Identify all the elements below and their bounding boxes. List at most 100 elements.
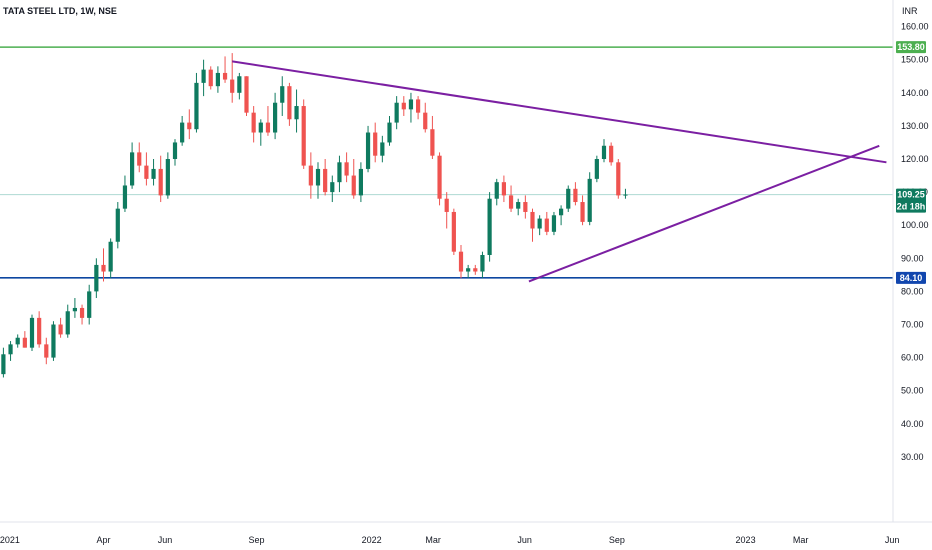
candle-body [380,142,385,156]
y-tick-label: 40.00 [901,419,924,429]
resistance-badge-label: 153.80 [897,42,925,52]
candle [273,92,278,140]
candle [65,304,70,338]
candle [208,66,213,90]
candle [187,109,192,140]
candle-body [265,122,271,133]
x-tick-label: Mar [425,535,441,545]
candle-body [130,152,135,186]
trendline-lower[interactable] [528,144,880,283]
candle-body [22,337,27,348]
candle [358,162,363,203]
candle-body [344,162,349,176]
candle [22,331,27,348]
candle-body [187,122,192,130]
candle [180,115,185,146]
candle [122,175,128,212]
candle-body [208,69,213,87]
x-tick-label: Jun [517,535,532,545]
y-tick-label: 160.00 [901,22,929,32]
candle-body [273,102,278,133]
trendline-upper[interactable] [232,60,887,164]
candle-body [358,168,363,196]
candle [351,159,356,199]
candle-body [437,155,442,199]
candle-body [444,198,449,212]
candle [137,142,142,173]
candle-body [222,72,228,80]
candle-body [351,175,356,196]
x-tick-label: Jun [885,535,900,545]
candle-body [451,211,456,252]
candle [559,205,564,226]
badge-layer: 153.80 84.10 109.25 2d 18h [896,41,926,284]
y-tick-label: 100.00 [901,220,929,230]
candle [323,159,328,196]
candle [337,155,342,193]
candle-body [337,162,342,183]
candle-body [601,145,607,159]
candle [394,96,399,130]
candle-body [537,218,542,229]
candle-body [408,99,414,110]
candle-body [387,122,392,143]
candle-body [29,317,35,348]
candle-body [8,344,13,355]
candle [301,99,306,169]
y-tick-label: 90.00 [901,253,924,263]
candle-body [180,122,185,143]
x-tick-label: 2021 [0,535,20,545]
candle-body [294,106,299,120]
y-tick-label: 130.00 [901,121,929,131]
candle [523,195,528,219]
candle [130,142,135,189]
candle [544,211,549,236]
candle-body [559,208,564,216]
candle-body [244,76,249,113]
candle [151,159,156,186]
candle-body [301,106,306,166]
candle-body [466,268,471,272]
support-badge-label: 84.10 [900,273,923,283]
candle [330,175,335,203]
candle [594,155,599,183]
candle [458,245,464,279]
candle [194,72,199,133]
candle-body [144,165,149,179]
candle-body [458,251,464,272]
candle-body [44,344,49,358]
candle [265,106,271,136]
candle-body [394,102,399,123]
candle-body [65,311,70,335]
candle [501,175,506,203]
candle [566,185,571,212]
candle-body [79,307,85,318]
last-price-badge-label: 109.25 [897,190,925,200]
candle-body [516,202,521,209]
candle-body [58,324,63,335]
candle-body [487,198,492,255]
candle-body [508,195,514,209]
x-tick-label: Sep [249,535,265,545]
candle-body [401,102,406,110]
candle-body [215,72,220,87]
candle [251,106,256,143]
candle [87,284,92,325]
candle-body [280,86,285,103]
candle [551,211,557,236]
candle [280,76,285,116]
candle [401,96,406,116]
candle-body [287,86,292,120]
candle [115,202,120,249]
candle [494,178,499,206]
candle [237,72,242,100]
last-price-badge-countdown: 2d 18h [897,202,926,212]
chart-title: TATA STEEL LTD, 1W, NSE [3,6,117,16]
currency-label: INR [902,6,918,16]
candle-body [573,188,578,203]
candle [44,337,49,365]
candle [616,159,621,199]
candle [79,304,85,325]
candle-body [609,145,614,163]
